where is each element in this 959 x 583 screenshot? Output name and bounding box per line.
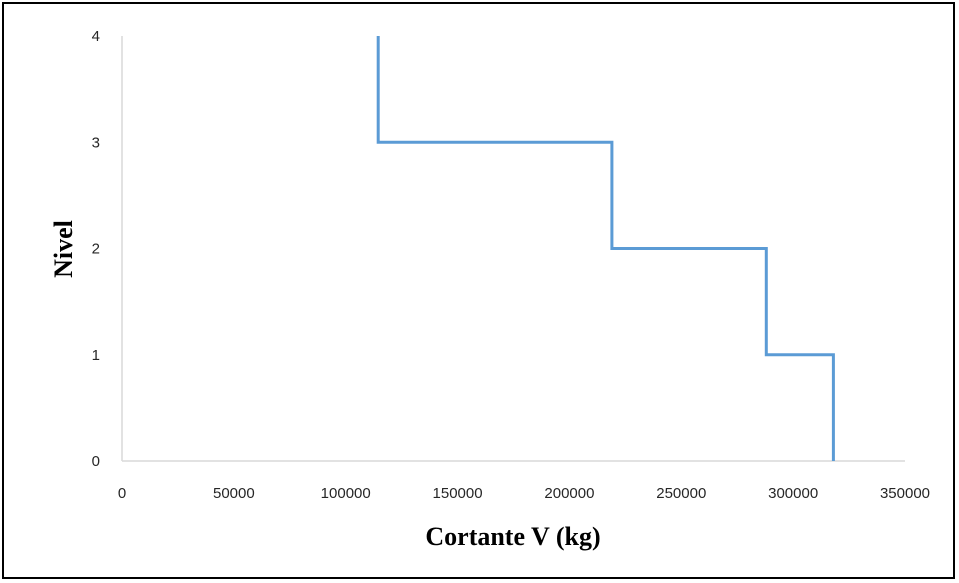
x-tick-label: 350000 xyxy=(880,485,930,502)
y-tick-label: 3 xyxy=(92,134,100,151)
series-line xyxy=(376,36,835,461)
y-tick-label: 4 xyxy=(92,28,100,45)
series-group xyxy=(376,36,835,461)
x-tick-label: 50000 xyxy=(213,485,255,502)
x-tick-label: 300000 xyxy=(768,485,818,502)
y-tick-label: 0 xyxy=(92,453,100,470)
y-axis-title: Nivel xyxy=(49,220,78,278)
x-tick-label: 250000 xyxy=(656,485,706,502)
axes xyxy=(121,36,905,462)
x-tick-label: 0 xyxy=(118,485,126,502)
x-tick-label: 150000 xyxy=(433,485,483,502)
y-tick-label: 2 xyxy=(92,241,100,258)
y-tick-label: 1 xyxy=(92,347,100,364)
x-axis-title: Cortante V (kg) xyxy=(425,522,600,551)
x-tick-label: 200000 xyxy=(544,485,594,502)
y-tick-labels: 0 1 2 3 4 xyxy=(92,28,100,470)
x-tick-labels: 0 50000 100000 150000 200000 250000 300000 3500… xyxy=(118,485,930,502)
x-tick-label: 100000 xyxy=(321,485,371,502)
